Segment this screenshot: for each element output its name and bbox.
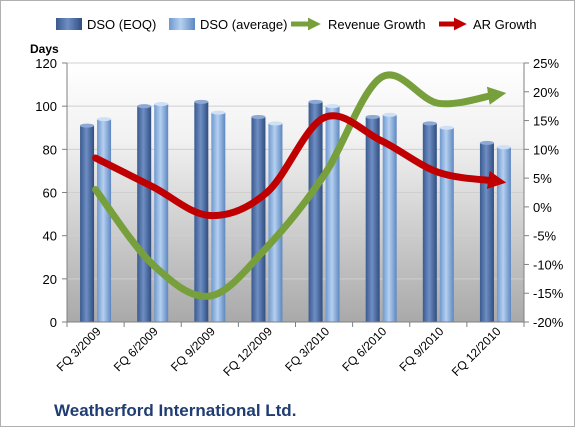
x-tick-label: FQ 3/2009 [54, 324, 104, 374]
line-revenue-growth [92, 71, 507, 300]
y2-tick-label: 0% [533, 200, 552, 215]
x-tick-label: FQ 6/2009 [111, 324, 161, 374]
x-axis-ticks: FQ 3/2009 FQ 6/2009 FQ 9/2009 FQ 12/2009 FQ … [54, 322, 525, 379]
bar-dso-eoq [251, 116, 266, 322]
y2-tick-label: -10% [533, 257, 564, 272]
bar-dso-average [382, 114, 397, 322]
legend-label-ar-growth: AR Growth [473, 17, 537, 32]
bar-top [422, 121, 437, 126]
bar-dso-average [154, 104, 169, 322]
y-axis-title: Days [30, 42, 59, 56]
y-tick-label: 120 [35, 56, 57, 71]
y-tick-label: 20 [43, 272, 57, 287]
legend: DSO (EOQ) DSO (average) Revenue Growth A… [56, 17, 537, 32]
x-tick-label: FQ 12/2009 [220, 324, 275, 379]
y-tick-label: 100 [35, 99, 57, 114]
left-axis-ticks: 0 20 40 60 80 100 120 [35, 56, 67, 330]
bar-top [80, 123, 95, 128]
legend-swatch-dso-average [169, 18, 195, 30]
x-tick-label: FQ 9/2010 [396, 324, 446, 374]
line-ar-growth [92, 112, 507, 220]
bar-dso-eoq [80, 125, 95, 322]
bar-top [97, 117, 112, 122]
bar-dso-eoq [479, 142, 494, 322]
bar-dso-average [439, 127, 454, 322]
bar-dso-eoq [308, 101, 323, 322]
y2-tick-label: -20% [533, 315, 564, 330]
y2-tick-label: 20% [533, 85, 559, 100]
bar-dso-eoq [137, 106, 152, 323]
bar-top [137, 104, 152, 109]
bar-top [268, 121, 283, 126]
x-tick-label: FQ 9/2009 [168, 324, 218, 374]
bar-top [439, 125, 454, 130]
y-tick-label: 60 [43, 186, 57, 201]
y2-tick-label: 5% [533, 171, 552, 186]
bar-top [496, 145, 511, 150]
bar-dso-average [268, 123, 283, 322]
bar-top [365, 114, 380, 119]
bar-dso-average [496, 147, 511, 322]
bar-dso-average [97, 119, 112, 322]
y2-tick-label: 25% [533, 56, 559, 71]
y-tick-label: 0 [50, 315, 57, 330]
legend-label-dso-average: DSO (average) [200, 17, 287, 32]
right-axis-ticks: -20% -15% -10% -5% 0% 5% 10% 15% 20% 25% [524, 56, 564, 330]
y-tick-label: 40 [43, 229, 57, 244]
bar-dso-eoq [422, 123, 437, 322]
bar-top [308, 99, 323, 104]
y2-tick-label: -15% [533, 286, 564, 301]
bar-top [251, 114, 266, 119]
y2-tick-label: 10% [533, 142, 559, 157]
y-tick-label: 80 [43, 142, 57, 157]
bar-top [479, 140, 494, 145]
y2-tick-label: 15% [533, 114, 559, 129]
legend-label-revenue-growth: Revenue Growth [328, 17, 426, 32]
bar-top [154, 102, 169, 107]
y2-tick-label: -5% [533, 229, 557, 244]
bar-top [382, 112, 397, 117]
bar-dso-average [325, 106, 340, 323]
line-series [92, 71, 507, 300]
bar-top [325, 104, 340, 109]
legend-label-dso-eoq: DSO (EOQ) [87, 17, 156, 32]
bar-series [80, 99, 511, 323]
legend-swatch-dso-eoq [56, 18, 82, 30]
bar-dso-eoq [365, 116, 380, 322]
x-tick-label: FQ 6/2010 [339, 324, 389, 374]
x-tick-label: FQ 3/2010 [282, 324, 332, 374]
bar-top [194, 99, 209, 104]
chart-title: Weatherford International Ltd. [54, 401, 296, 420]
x-tick-label: FQ 12/2010 [449, 324, 504, 379]
bar-top [211, 110, 226, 115]
